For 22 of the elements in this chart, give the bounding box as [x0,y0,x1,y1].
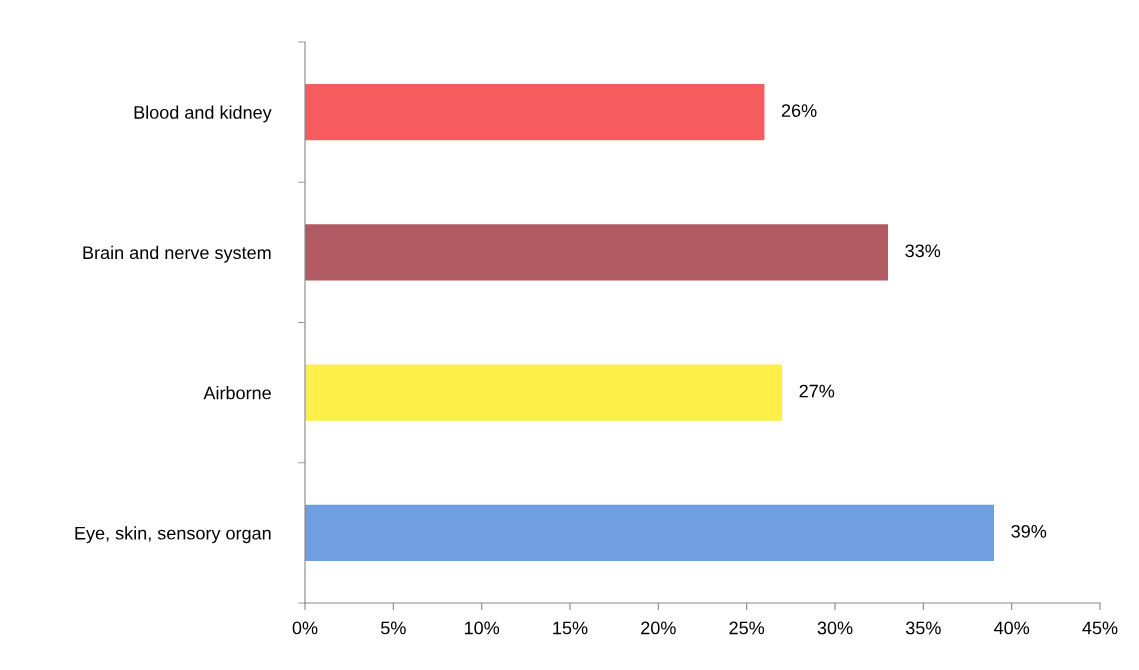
x-tick-label: 45% [1082,621,1118,635]
x-tick-label: 25% [729,621,765,635]
y-tick-label: Airborne [203,386,271,400]
bar [305,84,765,141]
x-tick-label: 15% [553,621,588,635]
y-tick-label: Blood and kidney [134,105,272,123]
x-tick-label: 5% [381,621,406,635]
data-label: 39% [1011,524,1047,538]
data-label: 26% [781,104,817,117]
bar [305,504,994,561]
data-label: 27% [799,384,835,398]
x-tick-label: 10% [464,621,500,635]
x-tick-label: 0% [292,621,318,635]
y-tick-label: Brain and nerve system [83,245,271,263]
x-tick-label: 20% [641,621,676,635]
y-tick-label: Eye, skin, sensory organ [75,526,271,544]
bar [305,364,782,421]
x-tick-label: 35% [905,621,941,635]
data-label: 33% [905,244,941,258]
x-tick-label: 40% [994,621,1030,635]
x-tick-label: 30% [817,621,853,635]
bar [305,224,888,281]
